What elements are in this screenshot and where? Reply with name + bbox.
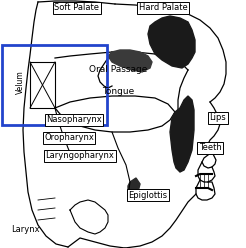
Text: Tongue: Tongue xyxy=(102,88,134,96)
Bar xyxy=(2,45,107,125)
Polygon shape xyxy=(128,178,140,196)
Text: Lips: Lips xyxy=(210,114,226,123)
Text: Larynx: Larynx xyxy=(11,225,39,235)
Text: Teeth: Teeth xyxy=(199,144,221,153)
Text: Nasopharynx: Nasopharynx xyxy=(46,116,102,124)
Polygon shape xyxy=(108,50,152,72)
Polygon shape xyxy=(170,96,194,172)
Text: Oral Passage: Oral Passage xyxy=(89,65,147,74)
Text: Velum: Velum xyxy=(15,70,25,94)
Text: Hard Palate: Hard Palate xyxy=(139,3,187,12)
Text: Oropharynx: Oropharynx xyxy=(44,133,94,143)
Text: Soft Palate: Soft Palate xyxy=(55,3,99,12)
Polygon shape xyxy=(148,16,195,68)
Text: Epiglottis: Epiglottis xyxy=(128,190,168,199)
Text: Laryngopharynx: Laryngopharynx xyxy=(46,152,114,160)
